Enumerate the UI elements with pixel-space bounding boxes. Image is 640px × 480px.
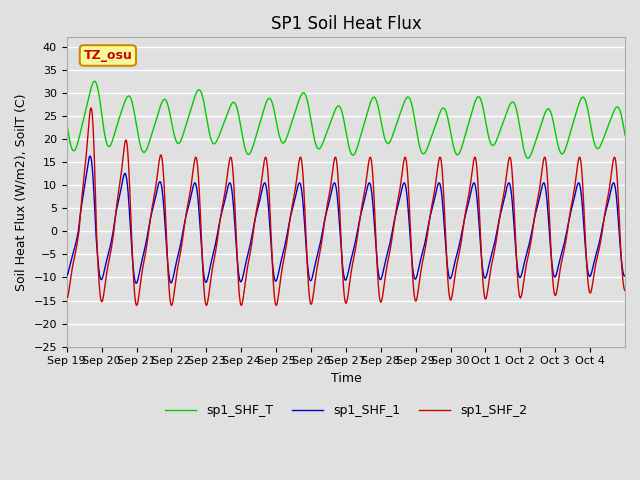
sp1_SHF_T [560,149,568,155]
sp1_SHF_2 [478,266,486,272]
sp1_SHF_T [332,107,339,112]
sp1_SHF_1 [332,183,340,189]
sp1_SHF_2 [621,288,629,293]
sp1_SHF_1 [151,198,159,204]
sp1_SHF_T [478,99,486,105]
Line: sp1_SHF_T: sp1_SHF_T [67,81,625,158]
sp1_SHF_1 [86,153,94,159]
sp1_SHF_1 [614,219,622,225]
Text: TZ_osu: TZ_osu [84,49,132,62]
Legend: sp1_SHF_T, sp1_SHF_1, sp1_SHF_2: sp1_SHF_T, sp1_SHF_1, sp1_SHF_2 [159,399,532,422]
sp1_SHF_T [621,132,629,138]
Title: SP1 Soil Heat Flux: SP1 Soil Heat Flux [271,15,421,33]
sp1_SHF_1 [621,273,629,278]
sp1_SHF_1 [478,261,486,267]
sp1_SHF_T [150,123,158,129]
sp1_SHF_1 [321,214,329,220]
sp1_SHF_2 [87,105,95,111]
Line: sp1_SHF_1: sp1_SHF_1 [67,156,625,283]
sp1_SHF_2 [150,192,158,198]
sp1_SHF_2 [614,199,622,204]
sp1_SHF_T [321,134,329,140]
Line: sp1_SHF_2: sp1_SHF_2 [67,108,625,305]
sp1_SHF_T [91,78,99,84]
sp1_SHF_1 [63,273,70,278]
Y-axis label: Soil Heat Flux (W/m2), SoilT (C): Soil Heat Flux (W/m2), SoilT (C) [15,93,28,291]
sp1_SHF_2 [560,249,568,254]
sp1_SHF_1 [132,280,140,286]
sp1_SHF_2 [332,155,340,161]
sp1_SHF_2 [321,213,329,219]
sp1_SHF_T [614,105,622,110]
sp1_SHF_1 [560,242,568,248]
sp1_SHF_T [63,121,70,127]
sp1_SHF_T [524,156,532,161]
sp1_SHF_2 [168,302,175,308]
sp1_SHF_2 [63,295,70,301]
X-axis label: Time: Time [330,372,361,385]
